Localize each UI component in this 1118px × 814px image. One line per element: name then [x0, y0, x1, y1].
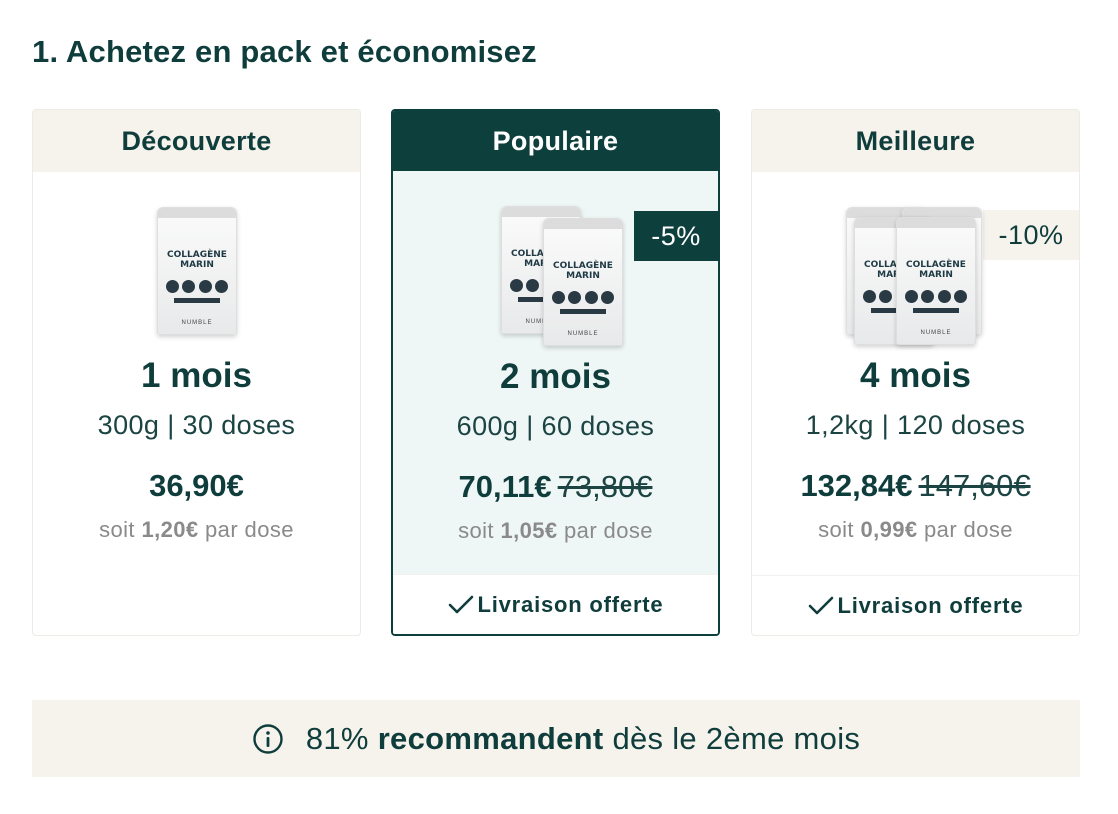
pack-name: Meilleure	[752, 110, 1079, 172]
pack-card-decouverte[interactable]: Découverte COLLAGÈNE MARIN NUMBLE 1 mois…	[32, 109, 361, 636]
checkmark-icon	[448, 595, 473, 613]
pack-price: 36,90€	[149, 468, 244, 503]
pack-name: Populaire	[393, 111, 718, 171]
recommendation-bold: recommandent	[377, 720, 604, 756]
pack-quantity: 600g | 60 doses	[456, 411, 655, 441]
price-per-dose: soit 1,05€ par dose	[458, 518, 653, 543]
discount-badge: -5%	[634, 211, 718, 261]
recommendation-percent: 81%	[305, 720, 369, 756]
free-shipping: Livraison offerte	[393, 574, 718, 634]
product-image: COLLAGÈNE MARIN NUMBLE COLLAGÈNE MARIN N…	[393, 206, 718, 346]
product-pouch: COLLAGÈNE MARIN NUMBLE	[157, 207, 237, 335]
old-price: 147,60€	[918, 468, 1031, 503]
product-pouch: COLLAGÈNE MARIN NUMBLE	[896, 217, 976, 345]
price-per-dose: soit 0,99€ par dose	[818, 517, 1013, 542]
pack-options: Découverte COLLAGÈNE MARIN NUMBLE 1 mois…	[32, 109, 1080, 636]
pack-card-meilleure[interactable]: Meilleure -10% COLLAGÈNE MARIN COLLAGÈNE…	[751, 109, 1080, 636]
product-image: COLLAGÈNE MARIN COLLAGÈNE MARIN COLLAGÈN…	[752, 205, 1079, 345]
info-icon	[253, 723, 283, 754]
pack-duration: 4 mois	[860, 356, 971, 395]
free-shipping: Livraison offerte	[752, 575, 1079, 635]
product-pouch: COLLAGÈNE MARIN NUMBLE	[543, 218, 623, 346]
pack-duration: 1 mois	[141, 356, 252, 395]
pack-name: Découverte	[33, 110, 360, 172]
price-per-dose: soit 1,20€ par dose	[99, 517, 294, 542]
pack-card-populaire[interactable]: Populaire -5% COLLAGÈNE MARIN NUMBLE COL…	[391, 109, 720, 636]
section-title: 1. Achetez en pack et économisez	[32, 34, 537, 69]
pack-quantity: 1,2kg | 120 doses	[805, 410, 1026, 440]
product-image: COLLAGÈNE MARIN NUMBLE	[33, 205, 360, 345]
discount-badge: -10%	[983, 210, 1079, 260]
pack-quantity: 300g | 30 doses	[97, 410, 296, 440]
checkmark-icon	[808, 596, 833, 614]
recommendation-rest: dès le 2ème mois	[612, 720, 861, 756]
pack-duration: 2 mois	[500, 357, 611, 396]
pack-price: 70,11€ 73,80€	[458, 469, 653, 504]
old-price: 73,80€	[557, 469, 653, 504]
pack-price: 132,84€ 147,60€	[800, 468, 1031, 503]
recommendation-banner: 81% recommandent dès le 2ème mois	[32, 700, 1080, 777]
